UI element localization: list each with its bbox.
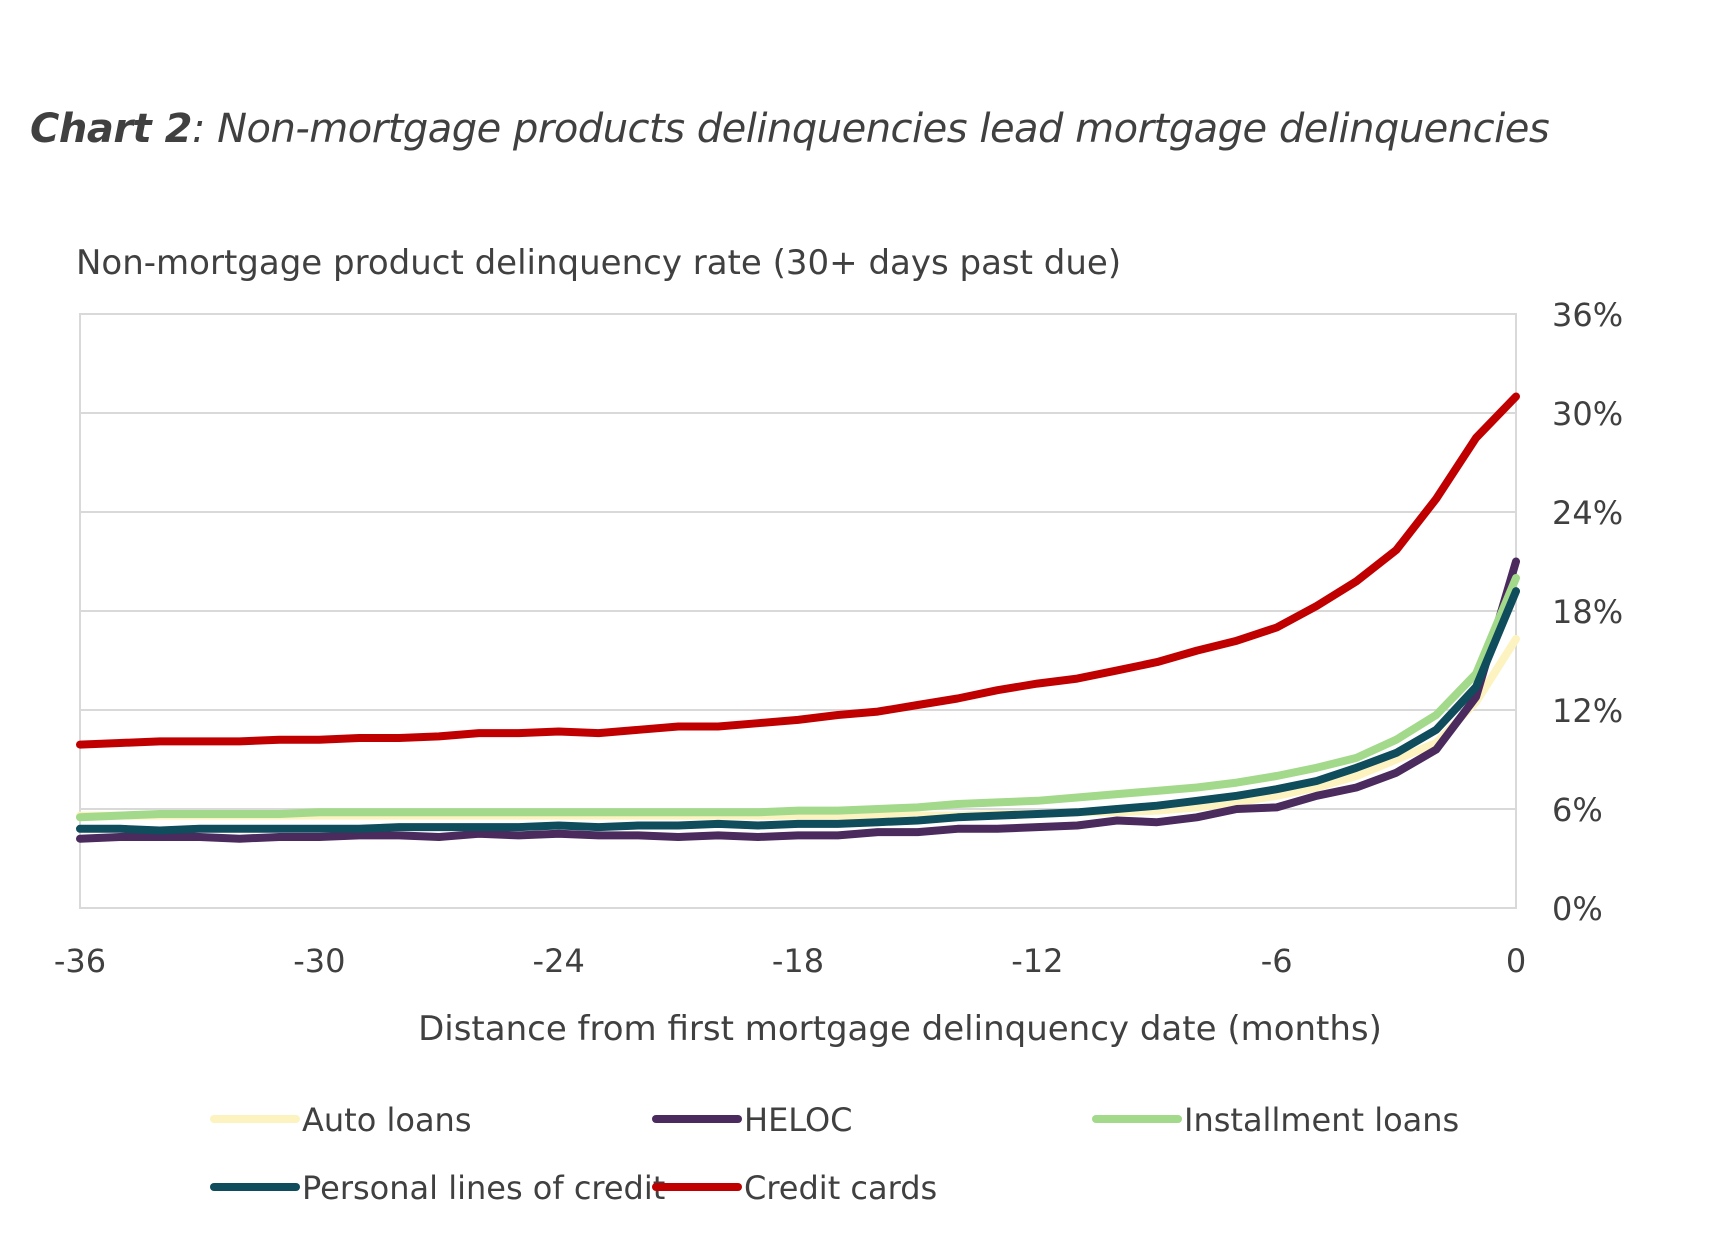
legend-label: Credit cards [744, 1169, 937, 1207]
y-tick-label: 36% [1552, 296, 1623, 334]
y-tick-label: 24% [1552, 494, 1623, 532]
x-tick-label: 0 [1506, 942, 1526, 980]
series-line-personal-lines-of-credit [76, 587, 1520, 835]
x-tick-label: -36 [54, 942, 106, 980]
x-tick-label: -6 [1261, 942, 1293, 980]
chart-title-text: : Non-mortgage products delinquencies le… [191, 106, 1550, 152]
y-tick-label: 30% [1552, 395, 1623, 433]
legend-label: Installment loans [1184, 1101, 1459, 1139]
series-line-installment-loans [76, 574, 1520, 822]
legend-item-credit-cards: Credit cards [652, 1169, 937, 1207]
y-axis: 0% 6% 12% 18% 24% 30% 36% [1552, 296, 1623, 928]
legend-label: Auto loans [302, 1101, 472, 1139]
x-axis-label: Distance from first mortgage delinquency… [418, 1009, 1382, 1049]
y-tick-label: 12% [1552, 692, 1623, 730]
y-tick-label: 18% [1552, 593, 1623, 631]
chart-title-label: Chart 2 [30, 106, 192, 152]
legend-label: HELOC [744, 1101, 853, 1139]
legend-item-personal-lines-of-credit: Personal lines of credit [210, 1169, 665, 1207]
series-line-auto-loans [76, 635, 1520, 820]
chart-subtitle: Non-mortgage product delinquency rate (3… [76, 243, 1121, 283]
series-line-credit-cards [76, 392, 1520, 749]
legend-item-installment-loans: Installment loans [1092, 1101, 1459, 1139]
legend-label: Personal lines of credit [302, 1169, 665, 1207]
legend-item-auto-loans: Auto loans [210, 1101, 472, 1139]
x-axis: -36 -30 -24 -18 -12 -6 0 [54, 942, 1526, 980]
chart-title: Chart 2: Non-mortgage products delinquen… [30, 106, 1550, 152]
y-tick-label: 6% [1552, 791, 1603, 829]
legend-item-heloc: HELOC [652, 1101, 853, 1139]
x-tick-label: -18 [772, 942, 824, 980]
x-tick-label: -12 [1011, 942, 1063, 980]
x-tick-label: -24 [533, 942, 585, 980]
legend: Auto loans HELOC Installment loans Personal… [210, 1101, 1459, 1207]
x-tick-label: -30 [293, 942, 345, 980]
series-lines [76, 392, 1520, 843]
series-line-heloc [76, 557, 1520, 843]
y-tick-label: 0% [1552, 890, 1603, 928]
